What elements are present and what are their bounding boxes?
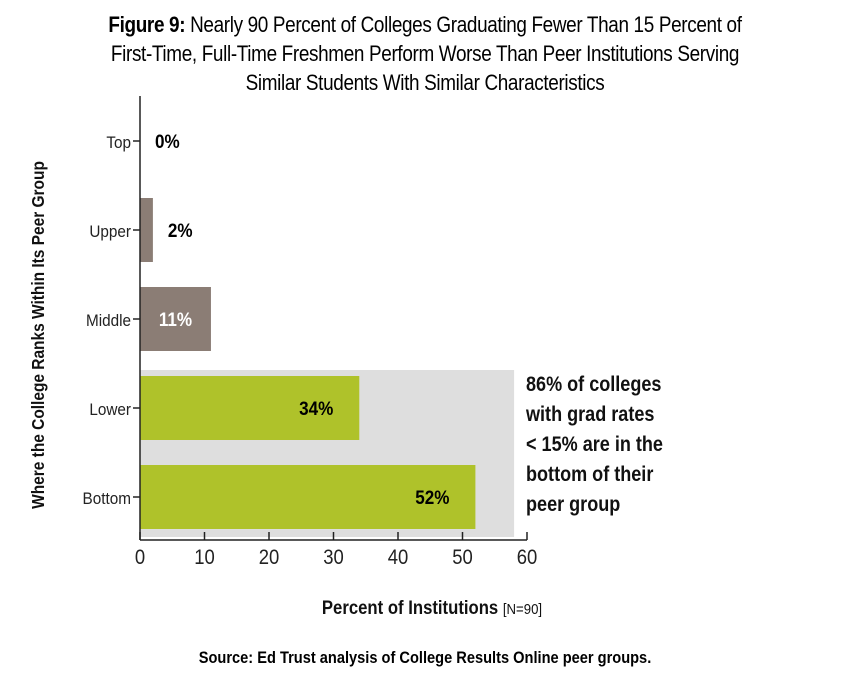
bar-middle — [140, 287, 211, 351]
bar-bottom — [140, 465, 476, 529]
category-label-bottom: Bottom — [83, 489, 131, 508]
x-tick-label: 60 — [517, 546, 538, 569]
annotation-line: bottom of their — [526, 463, 654, 487]
title-line-2: First-Time, Full-Time Freshmen Perform W… — [110, 41, 740, 66]
category-label-lower: Lower — [89, 400, 131, 419]
bar-upper — [140, 198, 153, 262]
data-label-middle: 11% — [159, 309, 192, 330]
x-axis-label: Percent of Institutions [N=90] — [322, 597, 542, 618]
x-tick-label: 0 — [135, 546, 145, 569]
category-label-top: Top — [106, 133, 131, 152]
data-label-bottom: 52% — [415, 487, 449, 508]
x-tick-label: 30 — [323, 546, 344, 569]
category-label-upper: Upper — [89, 222, 131, 241]
x-axis-title: Percent of Institutions — [322, 597, 503, 618]
annotation-line: 86% of colleges — [526, 373, 662, 397]
plot-area: Top 0% Upper 2% Middle 11% Lower 34% Bottom 52% 0 1… — [28, 96, 663, 618]
data-label-lower: 34% — [299, 398, 333, 419]
annotation-line: with grad rates — [525, 403, 654, 427]
chart-title: Figure 9: Nearly 90 Percent of Colleges … — [60, 10, 791, 97]
data-label-upper: 2% — [168, 220, 193, 241]
x-tick-label: 40 — [388, 546, 409, 569]
title-line-3: Similar Students With Similar Characteri… — [245, 70, 605, 95]
bar-lower — [140, 376, 360, 440]
category-label-middle: Middle — [86, 311, 131, 330]
x-tick-label: 50 — [452, 546, 473, 569]
x-tick-label: 20 — [259, 546, 280, 569]
data-label-top: 0% — [155, 131, 180, 152]
annotation-line: peer group — [526, 493, 620, 517]
title-line-1: Nearly 90 Percent of Colleges Graduating… — [190, 12, 742, 37]
x-tick-label: 10 — [194, 546, 215, 569]
source-note: Source: Ed Trust analysis of College Res… — [198, 648, 652, 667]
annotation-line: < 15% are in the — [526, 433, 663, 457]
x-axis-note: [N=90] — [503, 600, 542, 617]
y-axis-label: Where the College Ranks Within Its Peer … — [28, 161, 48, 509]
figure-label: Figure 9: — [108, 12, 186, 37]
